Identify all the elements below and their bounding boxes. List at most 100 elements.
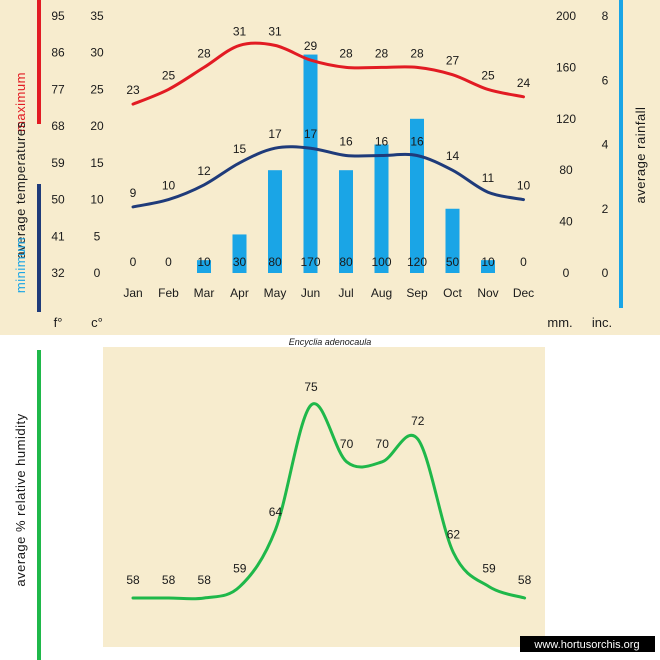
- maximum-value-label: 24: [517, 76, 531, 90]
- month-label: Jun: [301, 286, 320, 300]
- fahrenheit-tick: 50: [51, 193, 65, 207]
- rainfall-value-label: 0: [165, 255, 172, 269]
- month-label: Apr: [230, 286, 249, 300]
- rainfall-bar: [197, 260, 211, 273]
- rainfall-value-label: 50: [446, 255, 460, 269]
- month-label: Jul: [338, 286, 353, 300]
- fahrenheit-tick: 41: [51, 229, 65, 243]
- temperature-chart-background: [0, 0, 660, 335]
- rainfall-value-label: 170: [300, 255, 320, 269]
- minimum-label: minimum: [13, 237, 28, 293]
- rainfall-value-label: 80: [268, 255, 282, 269]
- rainfall-bar: [303, 54, 318, 273]
- month-axis-labels: Jan Feb Mar Apr May Jun Jul Aug Sep Oct Nov Dec: [123, 286, 534, 300]
- rainfall-value-label: 80: [339, 255, 353, 269]
- humidity-value-label: 62: [447, 528, 461, 542]
- average-rainfall-label: average rainfall: [633, 107, 648, 204]
- fahrenheit-tick: 32: [51, 266, 65, 280]
- humidity-value-label: 58: [162, 573, 176, 587]
- celsius-tick: 20: [90, 119, 104, 133]
- humidity-value-label: 72: [411, 414, 425, 428]
- humidity-value-label: 70: [340, 437, 354, 451]
- month-label: Oct: [443, 286, 462, 300]
- rainfall-legend-bar: [619, 0, 623, 308]
- rainfall-value-label: 30: [233, 255, 247, 269]
- maximum-legend-bar: [37, 0, 41, 124]
- humidity-value-label: 70: [376, 437, 390, 451]
- humidity-legend-bar: [37, 350, 41, 660]
- minimum-value-label: 16: [410, 135, 424, 149]
- fahrenheit-tick: 95: [51, 9, 65, 23]
- maximum-value-label: 25: [162, 68, 176, 82]
- rainfall-value-label: 0: [130, 255, 137, 269]
- rainfall-bars: [197, 54, 495, 273]
- maximum-value-label: 31: [233, 24, 247, 38]
- temperature-lines: [131, 41, 525, 209]
- month-label: May: [264, 286, 287, 300]
- maximum-value-label: 28: [339, 46, 353, 60]
- rainfall-value-label: 120: [407, 255, 427, 269]
- celsius-axis-ticks: 35 30 25 20 15 10 5 0: [90, 9, 104, 280]
- rainfall-value-label: 100: [371, 255, 391, 269]
- minimum-value-label: 16: [339, 135, 353, 149]
- maximum-temperature-line: [131, 41, 525, 106]
- inches-tick: 4: [602, 138, 609, 152]
- month-label: Nov: [477, 286, 498, 300]
- rainfall-bar: [481, 260, 495, 273]
- mm-tick: 120: [556, 112, 576, 126]
- celsius-tick: 10: [90, 193, 104, 207]
- maximum-value-label: 28: [375, 46, 389, 60]
- humidity-line-path: [131, 402, 527, 601]
- inches-axis-ticks: 8 6 4 2 0: [602, 9, 609, 280]
- maximum-value-label: 23: [126, 83, 140, 97]
- mm-axis-ticks: 200 160 120 80 40 0: [556, 9, 576, 280]
- fahrenheit-unit: f°: [54, 315, 63, 330]
- maximum-value-label: 31: [268, 24, 282, 38]
- maximum-value-label: 28: [410, 46, 424, 60]
- minimum-value-label: 9: [130, 186, 137, 200]
- rainfall-bar: [374, 144, 389, 273]
- minimum-value-label: 16: [375, 135, 389, 149]
- fahrenheit-tick: 59: [51, 156, 65, 170]
- humidity-chart-background: [103, 347, 545, 647]
- month-label: Dec: [513, 286, 534, 300]
- celsius-tick: 25: [90, 82, 104, 96]
- average-temperatures-label: average temperatures: [13, 121, 28, 258]
- celsius-tick: 15: [90, 156, 104, 170]
- minimum-legend-bar: [37, 184, 41, 312]
- minimum-temperature-line: [131, 145, 525, 209]
- minimum-value-label: 15: [233, 142, 247, 156]
- maximum-value-label: 28: [197, 46, 211, 60]
- minimum-value-label: 11: [482, 171, 495, 185]
- minimum-value-label: 10: [517, 179, 531, 193]
- rainfall-bar: [232, 234, 247, 273]
- mm-tick: 200: [556, 9, 576, 23]
- minimum-value-label: 17: [304, 127, 318, 141]
- humidity-value-label: 64: [269, 505, 283, 519]
- minimum-value-label: 14: [446, 149, 460, 163]
- humidity-value-labels: 58 58 58 59 64 75 70 70 72 62 59 58: [126, 380, 531, 587]
- minimum-value-label: 17: [268, 127, 282, 141]
- rainfall-bar: [339, 170, 353, 273]
- celsius-unit: c°: [91, 315, 103, 330]
- fahrenheit-tick: 77: [51, 82, 65, 96]
- mm-tick: 40: [559, 215, 573, 229]
- temperature-value-labels: 23 25 28 31 31 29 28 28 28 27 25 24 9 10 12 15 17 17 16 16 1…: [126, 24, 530, 269]
- rainfall-value-label: 10: [197, 255, 211, 269]
- mm-tick: 80: [559, 163, 573, 177]
- minimum-value-label: 10: [162, 179, 176, 193]
- mm-unit: mm.: [547, 315, 572, 330]
- month-label: Jan: [123, 286, 142, 300]
- fahrenheit-tick: 68: [51, 119, 65, 133]
- celsius-tick: 5: [94, 229, 101, 243]
- inches-tick: 8: [602, 9, 609, 23]
- rainfall-value-label: 0: [520, 255, 527, 269]
- maximum-label: maximum: [13, 72, 28, 132]
- maximum-value-label: 27: [446, 54, 460, 68]
- humidity-value-label: 58: [518, 573, 532, 587]
- humidity-line: [131, 402, 527, 601]
- inches-unit: inc.: [592, 315, 612, 330]
- month-label: Aug: [371, 286, 392, 300]
- month-label: Feb: [158, 286, 179, 300]
- humidity-value-label: 59: [233, 562, 247, 576]
